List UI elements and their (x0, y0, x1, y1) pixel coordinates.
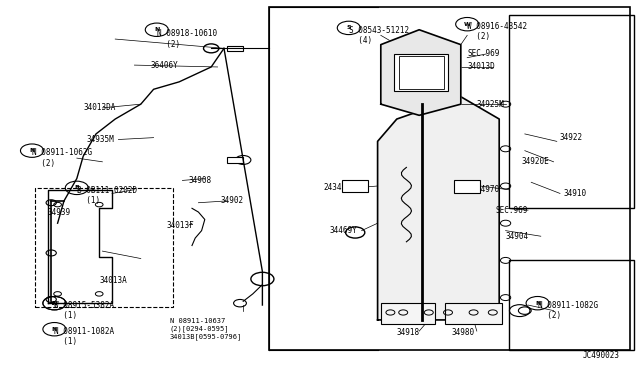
Text: 34920E: 34920E (522, 157, 549, 166)
Text: N 08911-1082A
  (1): N 08911-1082A (1) (54, 327, 115, 346)
Text: 34902: 34902 (221, 196, 244, 205)
Text: 34935M: 34935M (86, 135, 114, 144)
Text: 34908: 34908 (189, 176, 212, 185)
Text: W: W (464, 22, 470, 27)
Text: JC490023: JC490023 (582, 351, 620, 360)
Text: N: N (52, 327, 57, 332)
Text: 34922: 34922 (560, 133, 583, 142)
Bar (509, 15, 634, 208)
Text: N 08911-10637
(2)[0294-0595]
34013B[0595-0796]: N 08911-10637 (2)[0294-0595] 34013B[0595… (170, 318, 242, 340)
Text: N: N (535, 301, 540, 306)
Polygon shape (381, 30, 461, 115)
Bar (399, 56, 444, 89)
Text: N: N (154, 27, 159, 32)
Text: SEC.969: SEC.969 (467, 49, 500, 58)
Text: 34980: 34980 (451, 328, 474, 337)
Bar (381, 303, 435, 324)
Text: B: B (74, 185, 79, 190)
Text: 34013D: 34013D (467, 62, 495, 71)
Bar (394, 54, 448, 91)
Text: 34013F: 34013F (166, 221, 194, 230)
Text: N: N (52, 301, 57, 306)
Text: N 08911-1062G
  (2): N 08911-1062G (2) (32, 148, 92, 168)
Bar (454, 180, 480, 193)
Bar (342, 180, 368, 192)
Text: N: N (29, 148, 35, 153)
Text: 34918: 34918 (397, 328, 420, 337)
Text: 34970: 34970 (477, 185, 500, 194)
Text: W: W (51, 301, 58, 306)
Bar (227, 46, 243, 51)
Text: S 08543-51212
  (4): S 08543-51212 (4) (349, 26, 409, 45)
Text: 34013DA: 34013DA (83, 103, 116, 112)
Text: 24341Y: 24341Y (323, 183, 351, 192)
Text: N 08911-1082G
  (2): N 08911-1082G (2) (538, 301, 598, 320)
Text: SEC.969: SEC.969 (496, 206, 529, 215)
Text: 34939: 34939 (48, 208, 71, 217)
Text: 34469Y: 34469Y (330, 226, 357, 235)
Bar (227, 157, 243, 163)
Text: B 0B111-0202D
  (1): B 0B111-0202D (1) (77, 186, 137, 205)
Text: W 08916-43542
  (2): W 08916-43542 (2) (467, 22, 527, 41)
Text: N 08918-10610
  (2): N 08918-10610 (2) (157, 29, 217, 49)
Text: 34925M: 34925M (477, 100, 504, 109)
Text: 34013A: 34013A (99, 276, 127, 285)
Text: S: S (346, 25, 351, 31)
Bar (445, 303, 502, 324)
Polygon shape (378, 97, 499, 320)
Text: W 08915-5382A
  (1): W 08915-5382A (1) (54, 301, 115, 320)
Bar (509, 260, 634, 350)
Bar (35, 188, 173, 307)
Bar (269, 7, 630, 350)
Text: 34904: 34904 (506, 232, 529, 241)
Text: 36406Y: 36406Y (150, 61, 178, 70)
Text: 34910: 34910 (563, 189, 586, 198)
